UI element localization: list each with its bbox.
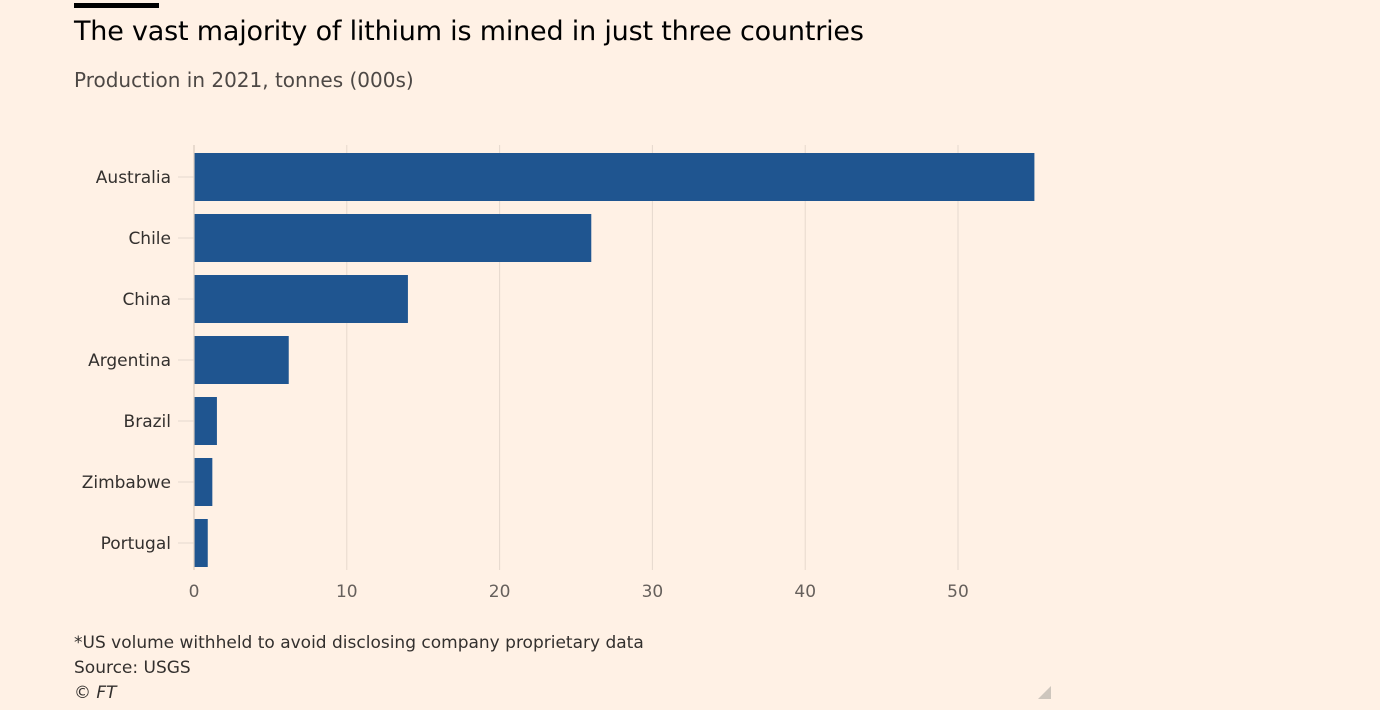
bar-portugal (194, 519, 208, 567)
x-tick-labels: 0 10 20 30 40 50 (189, 582, 969, 602)
category-labels: Australia Chile China Argentina Brazil Zimbab… (82, 168, 171, 554)
x-tick-label: 20 (489, 582, 511, 602)
bar-chart: Australia Chile China Argentina Brazil Zimbab… (82, 145, 1035, 602)
axes (178, 145, 195, 570)
x-tick-label: 0 (189, 582, 200, 602)
x-tick-label: 40 (794, 582, 816, 602)
chart-title: The vast majority of lithium is mined in… (74, 16, 864, 47)
x-tick-label: 50 (947, 582, 969, 602)
category-label: Portugal (101, 534, 171, 554)
bar-australia (194, 153, 1035, 201)
chart-subtitle: Production in 2021, tonnes (000s) (74, 68, 414, 92)
copyright-line: © FT (74, 683, 117, 703)
category-label: Brazil (124, 412, 171, 432)
bar-brazil (194, 397, 217, 445)
bar-chile (194, 214, 592, 262)
category-label: Australia (96, 168, 171, 188)
category-label: China (122, 290, 171, 310)
category-label: Argentina (88, 351, 171, 371)
resize-corner-icon (1038, 686, 1051, 699)
bar-argentina (194, 336, 289, 384)
footnote-note: *US volume withheld to avoid disclosing … (74, 633, 644, 653)
bar-china (194, 275, 408, 323)
bar-zimbabwe (194, 458, 213, 506)
category-label: Zimbabwe (82, 473, 171, 493)
category-label: Chile (128, 229, 171, 249)
source-line: Source: USGS (74, 658, 191, 678)
x-tick-label: 10 (336, 582, 358, 602)
x-tick-label: 30 (642, 582, 664, 602)
top-rule (74, 3, 159, 8)
bars (194, 153, 1035, 567)
gridlines (346, 145, 959, 570)
